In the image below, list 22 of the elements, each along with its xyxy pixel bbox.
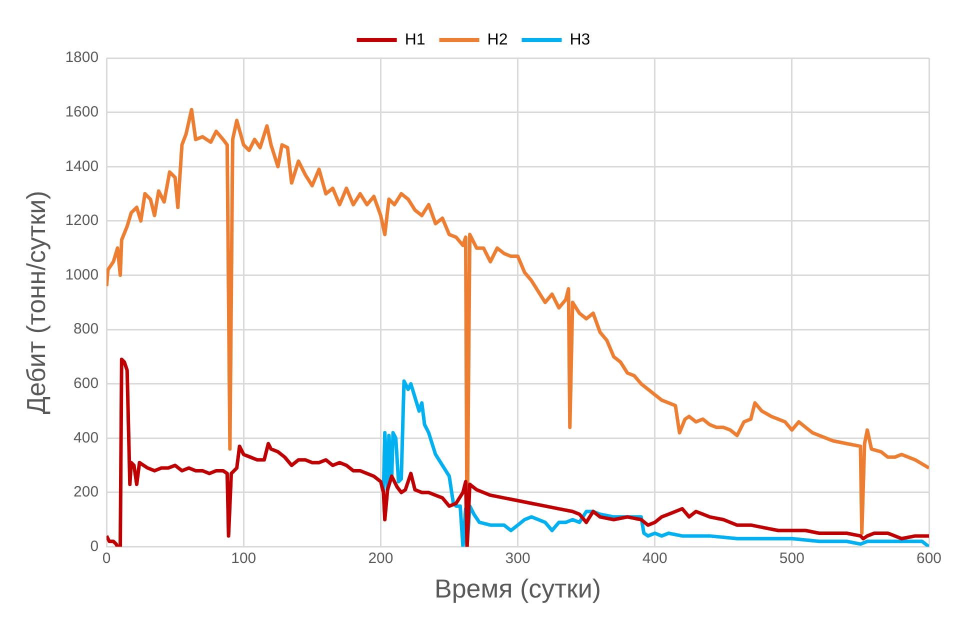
- legend-label: H2: [487, 31, 508, 48]
- y-tick-label: 400: [74, 429, 99, 446]
- y-axis-title: Дебит (тонн/сутки): [20, 190, 51, 414]
- x-tick-label: 200: [368, 550, 394, 567]
- legend-label: H3: [570, 31, 590, 48]
- y-tick-label: 0: [90, 538, 99, 555]
- y-tick-label: 1400: [65, 158, 99, 175]
- y-tick-label: 1800: [65, 49, 99, 66]
- y-tick-label: 1000: [65, 266, 99, 284]
- y-tick-label: 1600: [65, 103, 99, 120]
- y-tick-label: 600: [74, 375, 99, 392]
- x-tick-label: 500: [779, 550, 804, 567]
- x-tick-label: 600: [916, 550, 942, 567]
- x-tick-label: 0: [102, 550, 111, 567]
- x-tick-label: 100: [231, 550, 256, 567]
- y-tick-label: 800: [74, 320, 99, 338]
- x-tick-label: 300: [505, 550, 530, 567]
- x-axis-title: Время (сутки): [434, 574, 602, 604]
- y-tick-label: 1200: [65, 212, 99, 230]
- legend-label: H1: [404, 31, 426, 48]
- x-tick-label: 400: [642, 550, 668, 567]
- y-tick-label: 200: [74, 484, 99, 501]
